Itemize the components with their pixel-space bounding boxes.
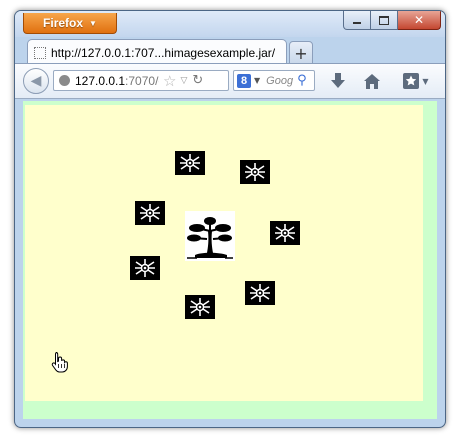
firefox-menu-label: Firefox [43,16,84,30]
snowflake-icon [175,151,205,175]
home-button[interactable] [361,71,383,91]
new-tab-button[interactable]: + [289,41,313,65]
star-icon[interactable]: ☆ [163,71,177,90]
firefox-menu-button[interactable]: Firefox ▼ [23,13,117,34]
chevron-down-icon[interactable]: ▽ [180,75,188,86]
snowflake-icon [240,160,270,184]
chevron-down-icon: ▼ [422,76,429,86]
page-content [23,101,437,419]
chevron-down-icon[interactable]: ▼ [254,76,261,85]
tab-active[interactable]: http://127.0.0.1:707...himagesexample.ja… [27,39,287,65]
tab-title: http://127.0.0.1:707...himagesexample.ja… [51,45,276,60]
search-bar[interactable]: 8 ▼ Goog ⚲ [233,70,315,91]
download-button[interactable] [327,71,349,91]
magnifier-icon[interactable]: ⚲ [297,73,307,88]
window-controls: ✕ [343,11,441,30]
back-arrow-icon: ◀ [30,73,42,89]
bookmarks-star-icon [403,73,420,89]
search-engine-icon[interactable]: 8 [237,73,251,88]
close-button[interactable]: ✕ [398,11,441,30]
close-icon: ✕ [413,13,425,27]
title-bar: Firefox ▼ ✕ [15,11,445,37]
snowflake-icon [185,295,215,319]
bookmarks-button[interactable]: ▼ [399,71,433,91]
back-button[interactable]: ◀ [23,68,49,94]
navigation-toolbar: ◀ 127.0.0.1:7070/c ☆ ▽ ↻ 8 ▼ Goog ⚲ ▼ [15,63,445,99]
minimize-icon [353,22,361,24]
search-input[interactable]: Goog [266,74,294,87]
maximize-button[interactable] [371,11,398,30]
url-host: 127.0.0.1 [75,73,126,88]
snowflake-icon [130,256,160,280]
download-arrow-icon [331,73,345,88]
chevron-down-icon: ▼ [89,18,97,28]
browser-window: Firefox ▼ ✕ http://127.0.0.1:707...himag… [14,10,446,428]
snowflake-icon [270,221,300,245]
url-text: 127.0.0.1:7070/c [75,74,159,88]
bonsai-tree-icon [185,211,235,261]
reload-icon[interactable]: ↻ [192,73,204,88]
home-icon [364,73,380,89]
url-path: :7070/c [125,73,159,88]
page-icon [34,46,46,59]
java-applet[interactable] [25,105,423,401]
hand-cursor-icon [51,351,69,373]
snowflake-icon [245,281,275,305]
url-bar[interactable]: 127.0.0.1:7070/c ☆ ▽ ↻ [53,70,229,91]
globe-icon [59,75,70,86]
snowflake-icon [135,201,165,225]
minimize-button[interactable] [343,11,371,30]
maximize-icon [379,15,389,25]
